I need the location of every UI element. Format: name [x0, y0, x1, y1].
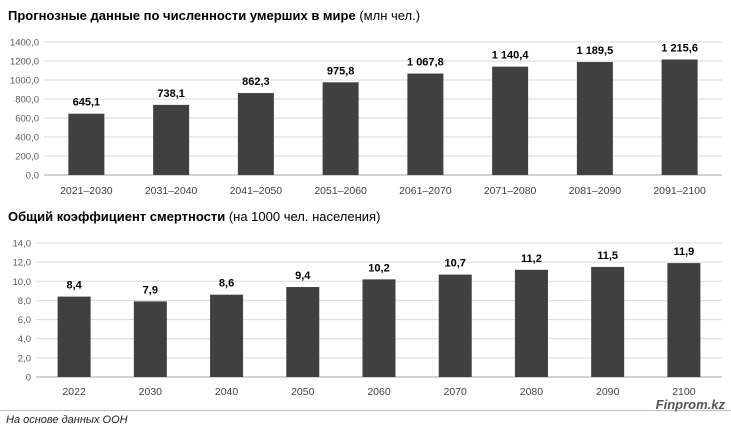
chart2-bar — [286, 287, 320, 377]
chart2-bar — [667, 263, 701, 377]
chart2-data-label: 11,5 — [597, 250, 618, 262]
chart2-ytick-label: 4,0 — [18, 334, 31, 345]
chart1-ytick-label: 200,0 — [15, 152, 39, 163]
chart1-bar — [153, 104, 190, 175]
chart2-data-label: 11,2 — [521, 253, 542, 265]
chart2-bar — [362, 279, 396, 377]
chart1-category-label: 2041–2050 — [230, 185, 283, 197]
chart1-data-label: 1 067,8 — [407, 57, 444, 69]
chart2-ytick-label: 12,0 — [13, 258, 32, 269]
chart2-ytick-label: 2,0 — [18, 353, 31, 364]
chart2-bar — [210, 294, 244, 377]
chart2-title-unit: (на 1000 чел. населения) — [228, 209, 381, 224]
chart2-data-label: 7,9 — [143, 284, 158, 296]
chart1-category-label: 2071–2080 — [484, 185, 537, 197]
source-note: На основе данных ООН — [6, 414, 128, 426]
chart2-category-label: 2022 — [62, 386, 86, 398]
chart2-ytick-label: 0 — [26, 373, 31, 384]
footer-divider — [0, 410, 731, 411]
chart2-bar — [514, 269, 548, 377]
chart2-bar — [438, 274, 472, 377]
chart1-category-label: 2081–2090 — [569, 185, 622, 197]
chart2-bar — [57, 296, 91, 377]
chart1-category-label: 2021–2030 — [60, 185, 113, 197]
chart2-category-label: 2080 — [520, 386, 544, 398]
chart2-bar — [133, 301, 167, 377]
chart2-ytick-label: 6,0 — [18, 315, 31, 326]
chart1-category-label: 2051–2060 — [314, 185, 367, 197]
chart1-bar — [407, 73, 444, 175]
chart1-title: Прогнозные данные по численности умерших… — [8, 8, 420, 23]
chart2-category-label: 2030 — [139, 386, 163, 398]
chart1-bar — [237, 93, 274, 175]
chart1-bar — [576, 61, 613, 176]
chart2-title: Общий коэффициент смертности (на 1000 че… — [8, 209, 380, 224]
chart2-title-main: Общий коэффициент смертности — [8, 209, 226, 224]
chart1-data-label: 975,8 — [327, 65, 355, 77]
chart2-ytick-label: 8,0 — [18, 296, 31, 307]
chart2-data-label: 8,4 — [66, 280, 82, 292]
chart1-ytick-label: 1200,0 — [10, 57, 39, 68]
chart1-data-label: 862,3 — [242, 76, 270, 88]
chart1-data-label: 1 140,4 — [492, 50, 530, 62]
chart2-category-label: 2040 — [215, 386, 239, 398]
chart2-data-label: 11,9 — [673, 246, 694, 258]
chart2-data-label: 10,2 — [368, 262, 389, 274]
chart2-category-label: 2090 — [596, 386, 620, 398]
chart1-data-label: 1 189,5 — [577, 45, 614, 57]
chart1-ytick-label: 0,0 — [26, 171, 39, 182]
chart1-ytick-label: 1000,0 — [10, 76, 39, 87]
chart2-bar — [591, 266, 625, 377]
chart1-bar — [68, 113, 105, 175]
chart1-ytick-label: 1400,0 — [10, 38, 39, 49]
chart1-bar — [661, 59, 698, 175]
chart1-ytick-label: 600,0 — [15, 114, 39, 125]
chart1-bar — [492, 66, 529, 175]
chart2-category-label: 2100 — [672, 386, 696, 398]
chart2-data-label: 9,4 — [295, 270, 311, 282]
chart2-data-label: 10,7 — [445, 258, 466, 270]
chart1-ytick-label: 800,0 — [15, 95, 39, 106]
chart2-category-label: 2070 — [444, 386, 468, 398]
chart2-category-label: 2050 — [291, 386, 315, 398]
chart1-bar — [322, 82, 359, 175]
chart2-ytick-label: 10,0 — [13, 277, 32, 288]
chart1-ytick-label: 400,0 — [15, 133, 39, 144]
brand-logo-text: Finprom.kz — [655, 397, 725, 412]
chart1-data-label: 738,1 — [157, 88, 185, 100]
chart1-data-label: 1 215,6 — [661, 43, 698, 55]
chart1-category-label: 2091–2100 — [653, 185, 706, 197]
chart1-title-main: Прогнозные данные по численности умерших… — [8, 8, 356, 23]
chart2-category-label: 2060 — [367, 386, 391, 398]
chart1-category-label: 2061–2070 — [399, 185, 452, 197]
chart1-title-unit: (млн чел.) — [359, 8, 421, 23]
chart1-category-label: 2031–2040 — [145, 185, 198, 197]
chart2-ytick-label: 14,0 — [13, 239, 32, 250]
chart1-data-label: 645,1 — [73, 97, 101, 109]
chart2-data-label: 8,6 — [219, 278, 234, 290]
